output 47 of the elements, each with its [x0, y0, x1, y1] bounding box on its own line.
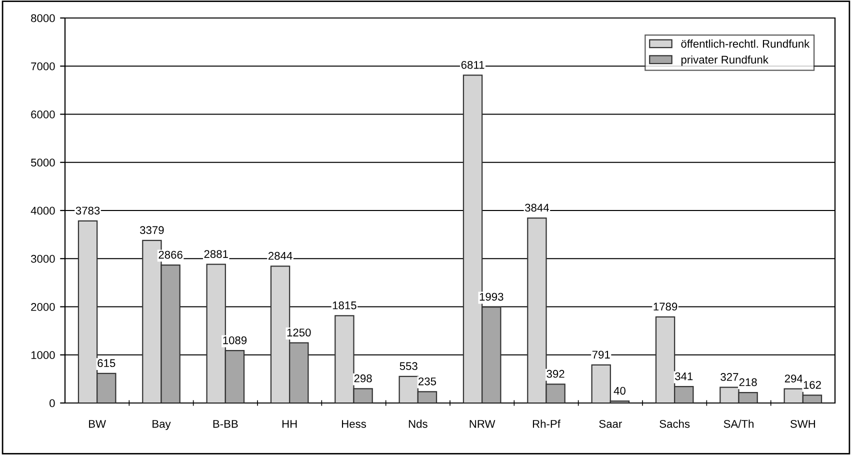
y-tick-label: 0 [50, 399, 55, 408]
x-tick-label: Bay [152, 420, 171, 430]
x-tick-label: NRW [470, 420, 496, 428]
y-tick-label: 1000 [31, 351, 55, 360]
data-label: 1815 [332, 301, 356, 310]
x-tick-label: SWH [790, 420, 815, 428]
data-label: 218 [739, 378, 757, 386]
data-label: 341 [675, 372, 693, 380]
y-tick-label: 8000 [31, 14, 55, 22]
data-label: 2866 [158, 250, 182, 259]
x-tick-label: B-BB [213, 420, 238, 428]
data-label: 615 [98, 359, 116, 368]
y-tick-label: 4000 [30, 206, 55, 215]
data-label: 294 [784, 374, 803, 382]
data-label: 1250 [287, 328, 311, 336]
data-label: 791 [592, 350, 610, 359]
data-label: 2881 [204, 250, 228, 258]
data-label: 3844 [525, 204, 549, 212]
data-label: 327 [720, 373, 738, 381]
data-label: 553 [400, 362, 418, 370]
data-label: 1789 [654, 302, 678, 311]
data-label: 1993 [480, 292, 504, 301]
x-tick-label: Hess [342, 420, 366, 428]
x-tick-label: BW [89, 420, 106, 428]
data-label: 3783 [76, 206, 100, 215]
x-tick-label: SA/Th [724, 420, 754, 428]
y-tick-label: 3000 [30, 254, 55, 263]
y-tick-label: 7000 [31, 62, 55, 70]
x-tick-label: Nds [408, 420, 428, 428]
y-tick-label: 5000 [31, 158, 55, 167]
x-tick-label: Sachs [660, 420, 690, 428]
data-label: 1089 [223, 336, 247, 344]
data-label: 235 [418, 377, 436, 386]
data-label: 40 [614, 386, 626, 395]
data-label: 298 [354, 374, 372, 382]
data-label: 3379 [140, 226, 164, 234]
y-tick-label: 2000 [31, 303, 55, 311]
legend-label: privater Rundfunk [681, 55, 768, 66]
data-label: 392 [546, 370, 564, 378]
legend-label: öffentlich-rechtl. Rundfunk [681, 40, 810, 48]
x-tick-label: Saar [599, 420, 622, 428]
y-tick-label: 6000 [31, 110, 55, 118]
x-tick-label: HH [282, 420, 297, 428]
data-label: 6811 [461, 60, 484, 69]
data-label: 2844 [268, 252, 292, 260]
x-tick-label: Rh-Pf [532, 420, 560, 428]
data-label: 162 [804, 380, 821, 389]
